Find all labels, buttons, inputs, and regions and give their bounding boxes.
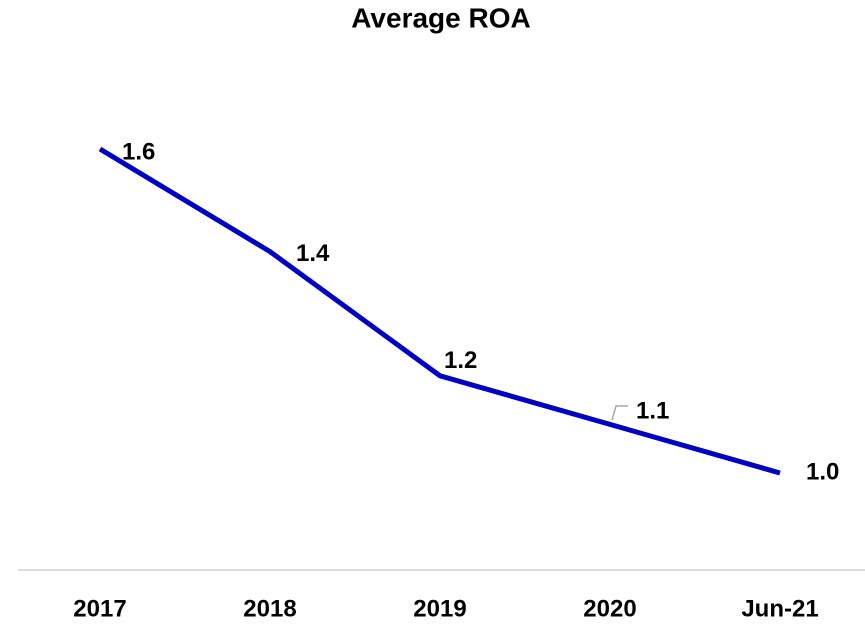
data-label: 1.4 xyxy=(296,240,330,267)
x-tick-label: 2017 xyxy=(73,595,126,622)
data-label: 1.2 xyxy=(444,347,477,374)
x-tick-label: Jun-21 xyxy=(741,595,818,622)
x-tick-label: 2020 xyxy=(583,595,636,622)
data-line xyxy=(98,146,781,476)
data-label: 1.0 xyxy=(806,458,839,485)
data-label: 1.1 xyxy=(636,398,669,425)
x-tick-label: 2019 xyxy=(413,595,466,622)
x-tick-label: 2018 xyxy=(243,595,296,622)
data-label: 1.6 xyxy=(122,138,155,165)
chart-title: Average ROA xyxy=(351,2,530,33)
leader-line xyxy=(611,405,628,421)
